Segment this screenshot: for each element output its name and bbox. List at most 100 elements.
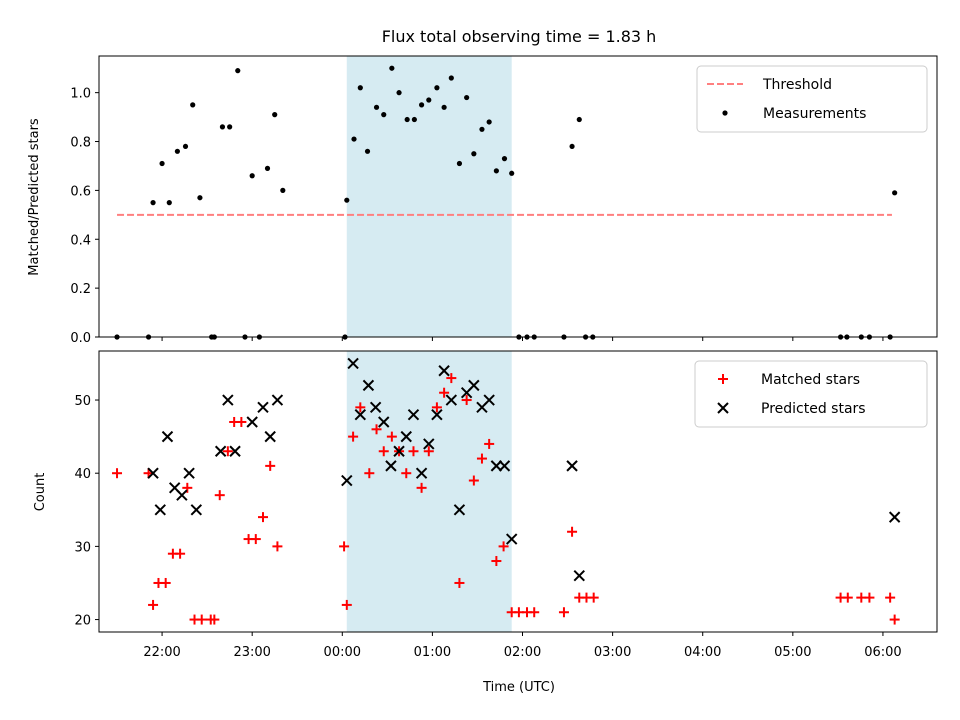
x-tick-label: 01:00 [414, 645, 451, 660]
chart-title: Flux total observing time = 1.83 h [382, 27, 657, 46]
matched-point [348, 431, 359, 442]
measurement-point [219, 124, 226, 130]
matched-point [423, 446, 434, 457]
measurement-point [150, 200, 156, 206]
legend-box [696, 65, 928, 133]
matched-point [371, 424, 382, 435]
y-tick-label: 0.8 [70, 136, 91, 151]
y-tick-label: 50 [74, 394, 91, 409]
measurement-point [892, 190, 898, 196]
y-tick-label: 1.0 [70, 87, 91, 102]
top-plot: 0.0 0.2 0.4 0.6 0.8 1.0 Threshold Measurements [70, 55, 938, 346]
legend-item: Measurements [722, 106, 866, 122]
legend: Matched stars Predicted stars [694, 360, 928, 428]
legend-label: Predicted stars [761, 401, 866, 417]
predicted-point [431, 408, 443, 421]
matched-point [476, 453, 487, 464]
measurement-point [411, 116, 417, 123]
matched-point [431, 402, 442, 413]
predicted-point [222, 394, 234, 406]
matched-point [209, 614, 220, 625]
legend-item: Matched stars [718, 372, 860, 388]
predicted-point [423, 438, 435, 450]
predicted-point [190, 504, 203, 516]
matched-point [250, 534, 261, 545]
matched-point [222, 446, 233, 457]
x-tick-label: 04:00 [684, 645, 721, 660]
measurement-point [501, 156, 508, 162]
predicted-point [147, 467, 159, 479]
measurement-point [569, 143, 575, 150]
measurement-point [576, 116, 582, 123]
predicted-point [490, 460, 503, 472]
predicted-point [566, 460, 578, 472]
legend-label: Matched stars [761, 372, 860, 388]
matched-point [175, 548, 186, 559]
y-tick-label: 0.6 [70, 184, 91, 199]
matched-point [588, 592, 599, 603]
measurement-point [197, 195, 203, 201]
matched-point [160, 577, 171, 588]
matched-point [182, 482, 193, 493]
predicted-point [161, 430, 174, 443]
predicted-point [888, 511, 901, 523]
predicted-point [341, 474, 353, 487]
measurement-point [418, 102, 425, 108]
predicted-point [400, 430, 412, 443]
x-tick-label: 05:00 [774, 645, 811, 660]
measurement-point [389, 65, 395, 71]
y-tick-label: 0.2 [70, 282, 91, 297]
legend-item: Predicted stars [717, 401, 866, 417]
predicted-point [415, 467, 428, 479]
matched-point [889, 614, 900, 625]
predicted-point [438, 365, 450, 377]
measurement-point [464, 94, 470, 101]
matched-point [148, 599, 159, 610]
matched-point [454, 577, 465, 588]
measurement-point [357, 85, 363, 91]
matched-point [408, 446, 419, 457]
matched-point [364, 468, 375, 479]
legend: Threshold Measurements [696, 65, 928, 133]
predicted-point [229, 445, 241, 457]
predicted-point [393, 445, 405, 457]
measurement-point [280, 187, 286, 193]
matched-point [461, 395, 472, 406]
legend-box [694, 360, 928, 428]
matched-point [567, 526, 578, 537]
measurement-point [159, 160, 165, 167]
x-tick-label: 06:00 [864, 645, 901, 660]
bottom-plot: 20 30 40 50 22:00 23:00 00:00 01:00 02:00 03:00 04… [74, 350, 938, 660]
matched-point [885, 592, 896, 603]
predicted-point [354, 408, 367, 421]
predicted-point [378, 416, 390, 428]
predicted-point [271, 394, 284, 406]
matched-point [257, 512, 268, 523]
matched-point [558, 607, 569, 618]
matched-point [112, 468, 123, 479]
measurement-point [509, 170, 515, 176]
measurement-point [166, 200, 172, 206]
measurement-point [272, 112, 278, 118]
matched-point [265, 460, 276, 471]
measurement-point [456, 160, 463, 167]
predicted-point [154, 504, 166, 516]
predicted-point [407, 408, 420, 421]
measurement-point [227, 124, 233, 130]
y-tick-label: 20 [74, 614, 91, 629]
matched-point [491, 556, 502, 567]
matched-point [401, 468, 412, 479]
predicted-point [257, 401, 269, 414]
measurement-point [426, 97, 432, 103]
x-tick-label: 00:00 [324, 645, 361, 660]
predicted-point [347, 357, 359, 370]
x-tick-label: 03:00 [594, 645, 631, 660]
top-y-axis-label: Matched/Predicted stars [27, 118, 42, 276]
matched-point [468, 475, 479, 486]
matched-point [498, 541, 509, 552]
matched-point [378, 446, 389, 457]
measurement-point [396, 90, 402, 96]
predicted-point [264, 430, 276, 443]
matched-point [196, 614, 207, 625]
